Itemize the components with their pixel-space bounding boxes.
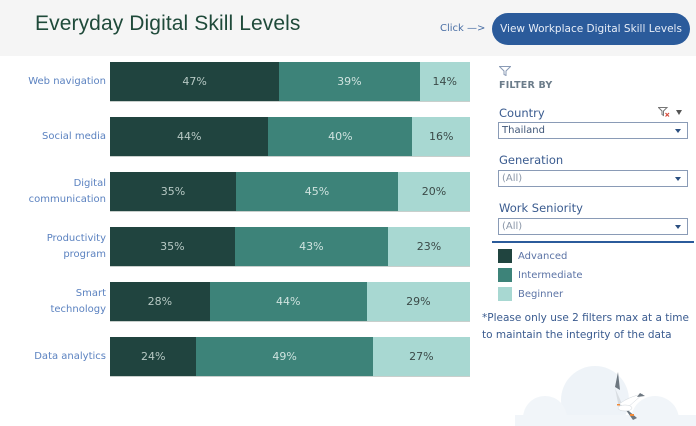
category-label-line: program — [63, 249, 106, 260]
stacked-bar-chart: Web navigation 47% 39% 14% Social media 44% 40… — [18, 56, 488, 426]
bar-segment-intermediate[interactable]: 39% — [279, 62, 420, 101]
chart-row: Data analytics 24% 49% 27% — [18, 337, 488, 377]
category-label: Digital communication — [18, 172, 106, 212]
bar-segment-intermediate[interactable]: 49% — [196, 337, 373, 376]
chevron-down-icon — [675, 225, 681, 229]
legend-label: Advanced — [518, 250, 568, 262]
filter-by-heading: FILTER BY — [499, 80, 553, 91]
page-title: Everyday Digital Skill Levels — [35, 12, 301, 35]
legend-label: Intermediate — [518, 269, 583, 281]
category-label: Data analytics — [18, 337, 106, 377]
bar-segment-intermediate[interactable]: 43% — [234, 227, 389, 266]
generation-selected-value: (All) — [502, 173, 523, 184]
legend-swatch-intermediate — [498, 268, 512, 282]
category-label-line: Web navigation — [28, 76, 106, 87]
work-seniority-filter-label: Work Seniority — [499, 201, 583, 215]
country-selected-value: Thailand — [502, 125, 545, 136]
bar-segment-advanced[interactable]: 24% — [110, 337, 197, 376]
click-hint: Click —> — [440, 23, 486, 34]
category-label: Social media — [18, 117, 106, 157]
country-menu-icon[interactable] — [676, 110, 682, 115]
filter-usage-note: *Please only use 2 filters max at a time… — [482, 312, 689, 341]
category-label-line: communication — [28, 194, 106, 205]
chart-row: Social media 44% 40% 16% — [18, 117, 488, 157]
bar-segment-intermediate[interactable]: 44% — [209, 282, 367, 321]
chart-row: Productivity program 35% 43% 23% — [18, 227, 488, 267]
divider — [492, 241, 694, 243]
legend-label: Beginner — [518, 288, 564, 300]
category-label-line: Productivity — [46, 233, 106, 244]
bar-segment-advanced[interactable]: 28% — [110, 282, 210, 321]
category-label: Web navigation — [18, 62, 106, 102]
legend-swatch-advanced — [498, 249, 512, 263]
chart-row: Smart technology 28% 44% 29% — [18, 282, 488, 322]
chart-row: Digital communication 35% 45% 20% — [18, 172, 488, 212]
funnel-icon — [499, 66, 511, 76]
stacked-bar[interactable]: 35% 43% 23% — [110, 227, 470, 267]
stacked-bar[interactable]: 44% 40% 16% — [110, 117, 470, 157]
bar-segment-beginner[interactable]: 20% — [398, 172, 470, 211]
bar-segment-advanced[interactable]: 47% — [110, 62, 280, 101]
bar-segment-beginner[interactable]: 27% — [372, 337, 470, 376]
seagull-cloud-illustration — [515, 366, 696, 426]
category-label: Productivity program — [18, 227, 106, 267]
generation-dropdown[interactable]: (All) — [498, 170, 688, 187]
bar-segment-advanced[interactable]: 35% — [110, 172, 236, 211]
stacked-bar[interactable]: 47% 39% 14% — [110, 62, 470, 102]
country-dropdown[interactable]: Thailand — [498, 122, 688, 139]
bar-segment-beginner[interactable]: 29% — [366, 282, 470, 321]
bar-segment-intermediate[interactable]: 40% — [268, 117, 413, 156]
generation-filter-label: Generation — [499, 153, 564, 167]
legend-item-beginner[interactable]: Beginner — [498, 287, 563, 301]
view-workplace-skills-button[interactable]: View Workplace Digital Skill Levels — [492, 13, 690, 45]
filter-panel: FILTER BY Country Thailand Generation (A… — [482, 56, 696, 426]
legend-swatch-beginner — [498, 287, 512, 301]
category-label-line: technology — [50, 304, 106, 315]
bar-segment-beginner[interactable]: 16% — [412, 117, 470, 156]
stacked-bar[interactable]: 28% 44% 29% — [110, 282, 470, 322]
category-label-line: Digital — [73, 178, 106, 189]
stacked-bar[interactable]: 24% 49% 27% — [110, 337, 470, 377]
country-filter-label: Country — [499, 106, 545, 120]
bar-segment-beginner[interactable]: 14% — [419, 62, 470, 101]
header-bar: Everyday Digital Skill Levels Click —> V… — [0, 0, 696, 56]
chart-row: Web navigation 47% 39% 14% — [18, 62, 488, 102]
bar-segment-beginner[interactable]: 23% — [388, 227, 470, 266]
chevron-down-icon — [675, 177, 681, 181]
stacked-bar[interactable]: 35% 45% 20% — [110, 172, 470, 212]
category-label: Smart technology — [18, 282, 106, 322]
clear-filter-icon[interactable] — [658, 107, 670, 117]
bar-segment-intermediate[interactable]: 45% — [236, 172, 398, 211]
chevron-down-icon — [675, 129, 681, 133]
category-label-line: Data analytics — [34, 351, 106, 362]
legend-item-advanced[interactable]: Advanced — [498, 249, 567, 263]
legend-item-intermediate[interactable]: Intermediate — [498, 268, 583, 282]
work-seniority-selected-value: (All) — [502, 221, 523, 232]
bar-segment-advanced[interactable]: 44% — [110, 117, 269, 156]
category-label-line: Smart — [75, 288, 106, 299]
bar-segment-advanced[interactable]: 35% — [110, 227, 235, 266]
category-label-line: Social media — [42, 131, 106, 142]
work-seniority-dropdown[interactable]: (All) — [498, 218, 688, 235]
